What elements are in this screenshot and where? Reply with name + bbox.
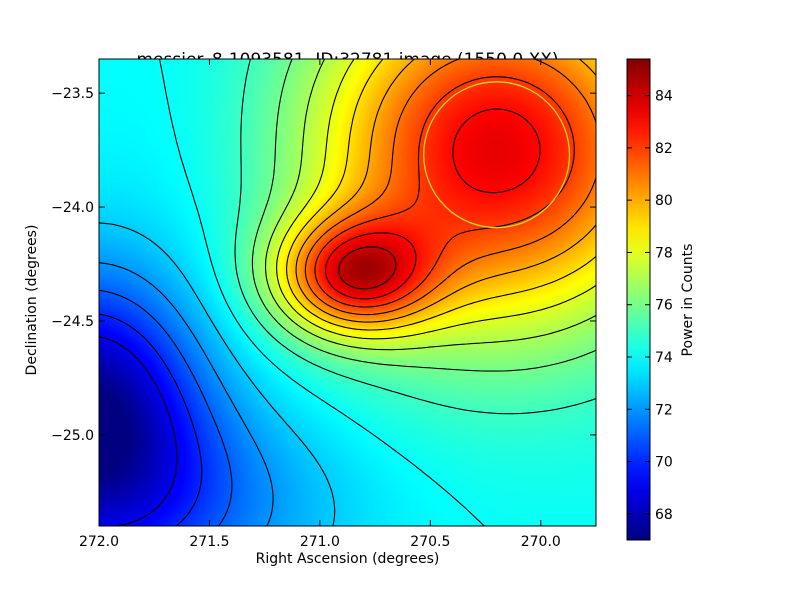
colorbar-gradient — [626, 58, 651, 541]
x-tick-label: 271.0 — [300, 534, 340, 550]
colorbar: 68 70 72 74 76 78 80 82 84 Power in Counts — [626, 58, 696, 541]
contour-line — [325, 108, 541, 300]
y-tick-label: −24.5 — [51, 314, 94, 330]
contour-line — [304, 59, 596, 316]
y-tick-label: −23.5 — [51, 86, 94, 102]
contour-line — [276, 59, 596, 340]
colorbar-tick-label: 80 — [655, 193, 673, 209]
contour-line — [286, 59, 596, 331]
colorbar-tick-label: 74 — [655, 350, 673, 366]
contour-line — [295, 59, 596, 323]
colorbar-tick-label: 68 — [655, 507, 673, 523]
contour-line — [99, 313, 203, 526]
contour-line — [99, 289, 233, 526]
beam-circle-layer — [423, 81, 571, 229]
contour-line — [99, 336, 178, 526]
colorbar-title: Power in Counts — [680, 244, 696, 357]
contour-lines — [99, 59, 596, 526]
beam-circle — [423, 81, 571, 229]
contour-line — [159, 59, 485, 526]
colorbar-tick-label: 84 — [655, 89, 673, 105]
contour-line — [338, 246, 397, 290]
colorbar-tick-label: 70 — [655, 455, 673, 471]
colorbar-ticks: 68 70 72 74 76 78 80 82 84 — [627, 89, 673, 523]
x-tick-label: 270.0 — [521, 534, 561, 550]
colorbar-tick-label: 76 — [655, 298, 673, 314]
colorbar-tick-label: 78 — [655, 245, 673, 261]
heatmap-image — [99, 59, 596, 526]
x-tick-label: 272.0 — [79, 534, 119, 550]
plot-area: 272.0 271.5 271.0 270.5 270.0 −23.5 −24.0 −24.… — [51, 58, 597, 550]
colorbar-tick-label: 82 — [655, 141, 673, 157]
contour-line — [264, 59, 596, 351]
x-tick-label: 270.5 — [410, 534, 450, 550]
contour-line — [251, 59, 596, 372]
contour-line — [234, 59, 596, 415]
x-axis-ticks: 272.0 271.5 271.0 270.5 270.0 — [79, 59, 561, 550]
y-tick-label: −24.0 — [51, 200, 94, 216]
x-tick-label: 271.5 — [189, 534, 229, 550]
x-axis-title: Right Ascension (degrees) — [256, 551, 440, 567]
y-axis-title: Declination (degrees) — [24, 225, 40, 376]
contour-line — [99, 262, 274, 526]
y-axis-ticks: −23.5 −24.0 −24.5 −25.0 — [51, 86, 596, 444]
y-tick-label: −25.0 — [51, 428, 94, 444]
colorbar-tick-label: 72 — [655, 402, 673, 418]
plot-frame — [98, 58, 597, 527]
